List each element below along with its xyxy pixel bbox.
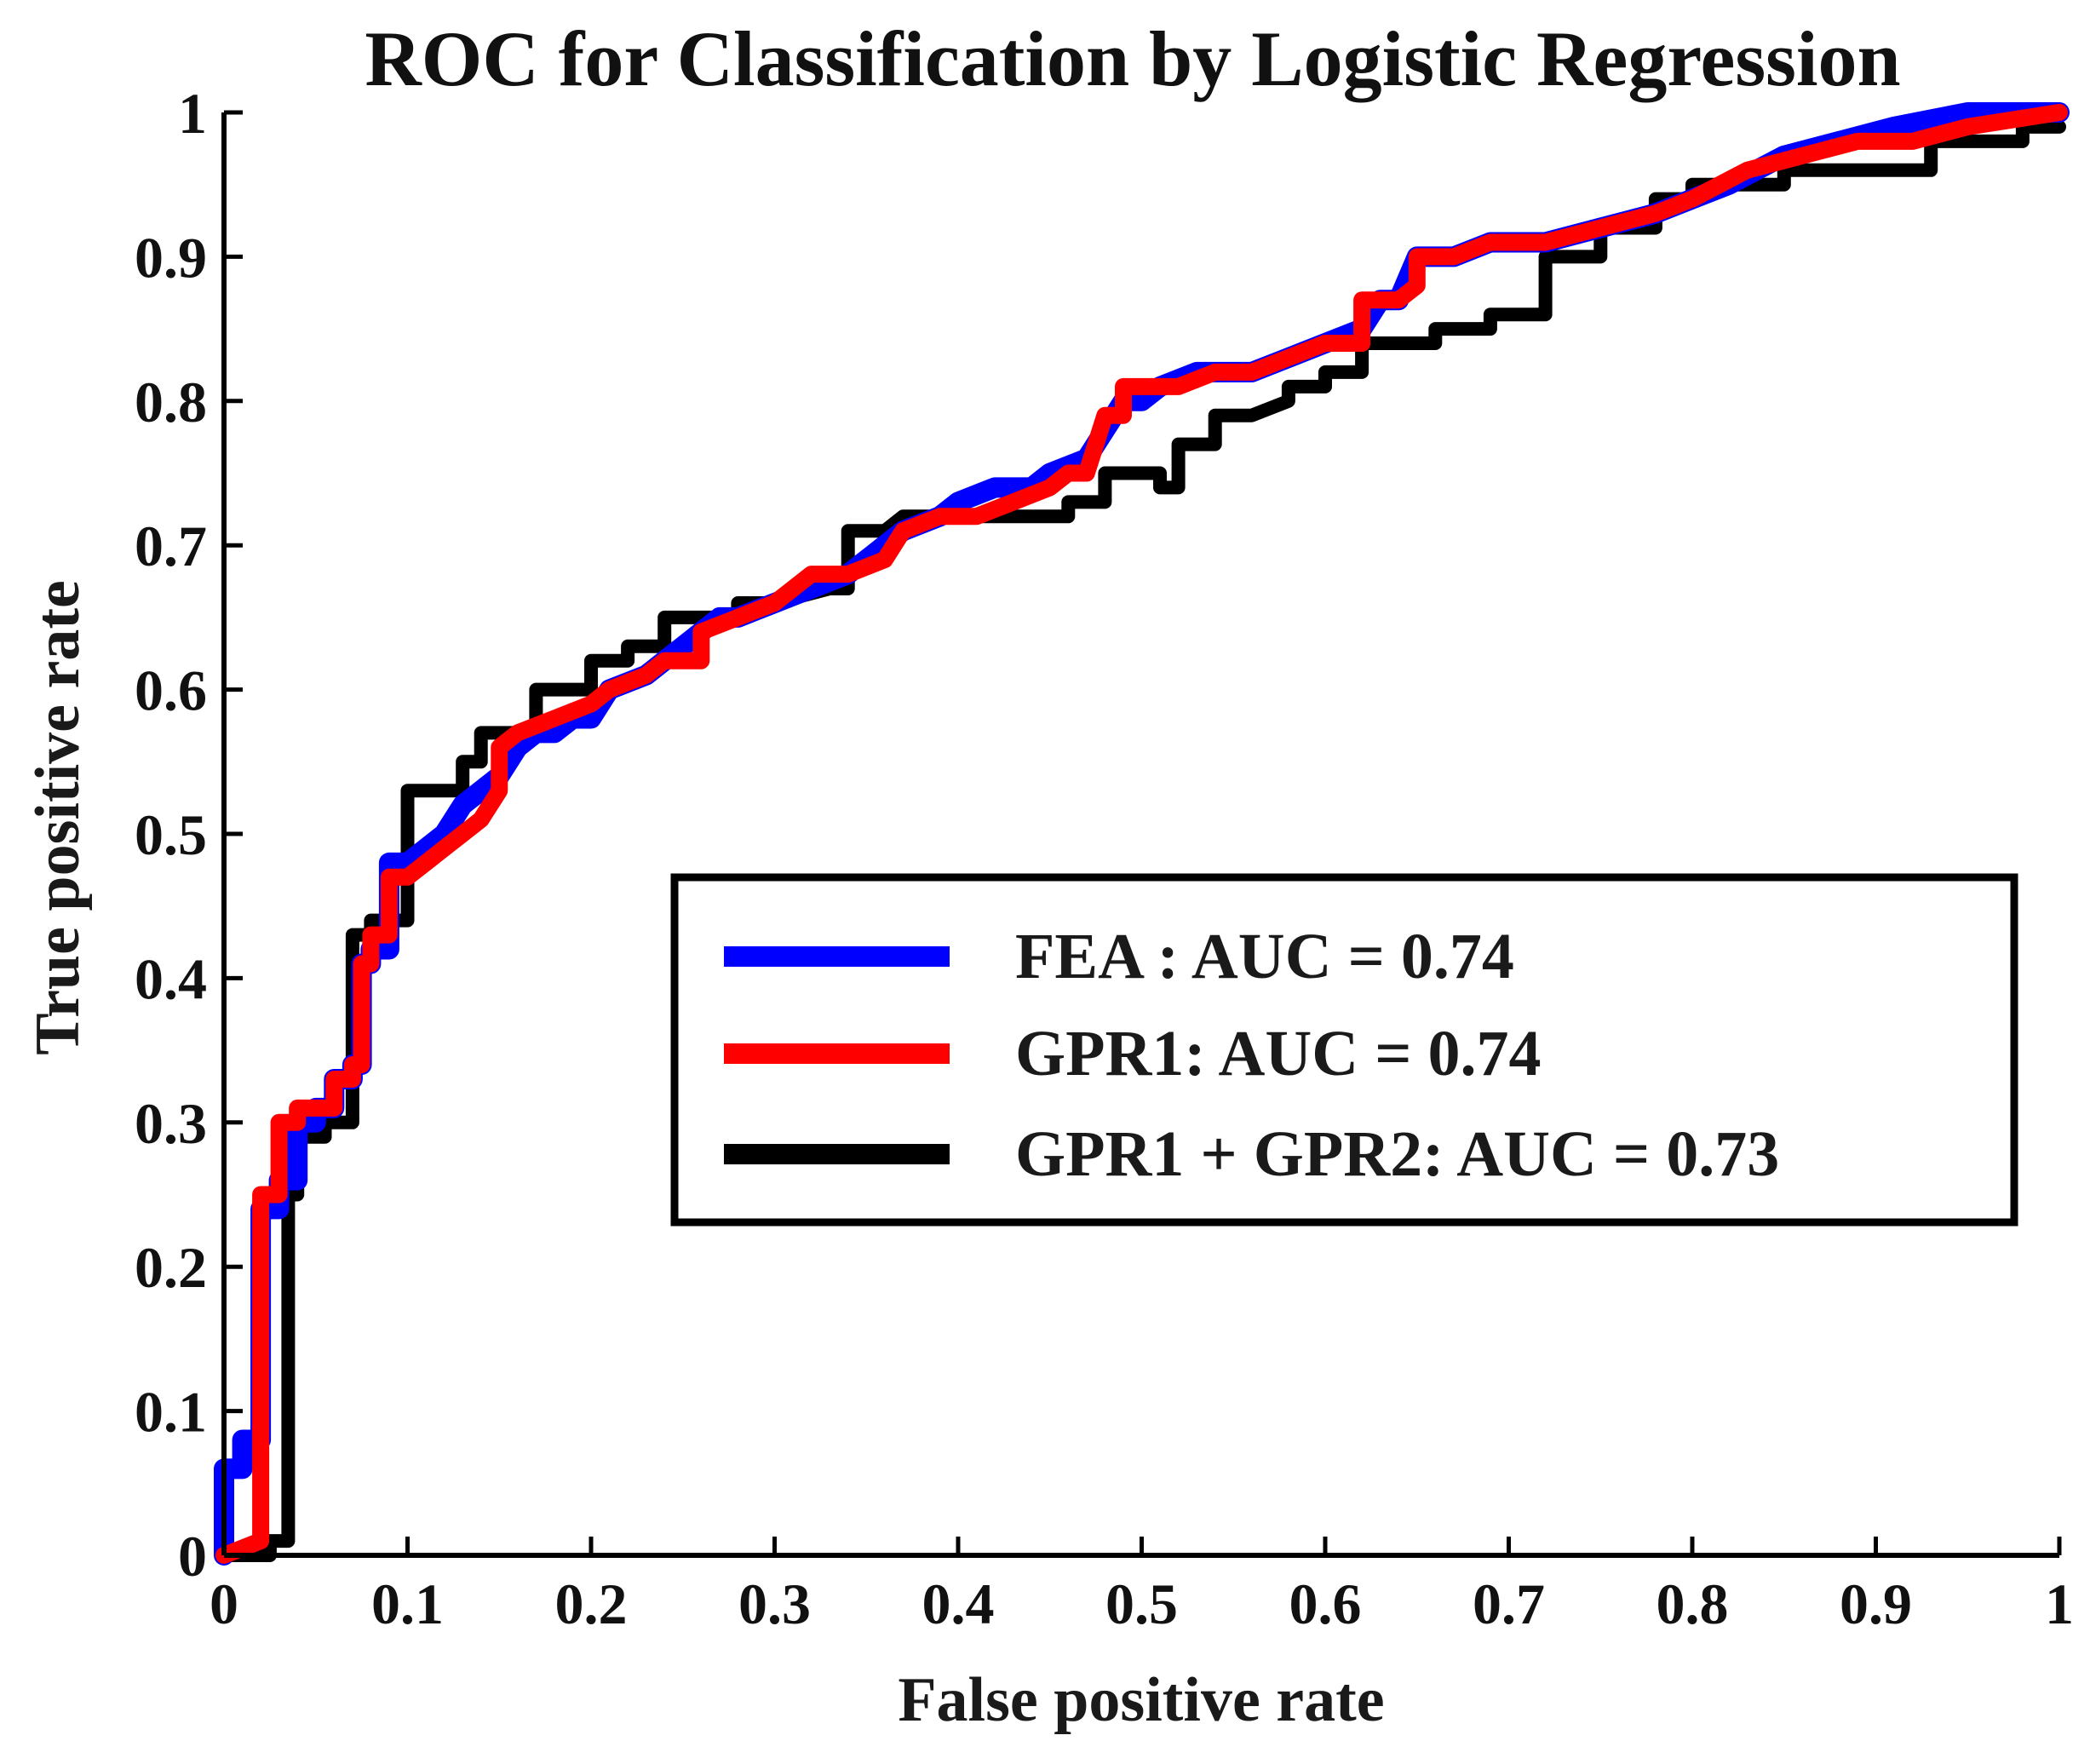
x-tick-label: 0.5 <box>1105 1572 1178 1636</box>
y-tick-label: 0.2 <box>135 1235 207 1300</box>
y-tick-label: 0.5 <box>135 802 207 867</box>
chart-title: ROC for Classification by Logistic Regre… <box>365 15 1900 102</box>
y-tick-label: 1 <box>178 81 207 146</box>
x-tick-label: 1 <box>2045 1572 2074 1636</box>
y-tick-label: 0 <box>178 1524 207 1589</box>
x-axis-label: False positive rate <box>898 1665 1384 1735</box>
legend: FEA : AUC = 0.74 GPR1: AUC = 0.74 GPR1 +… <box>670 873 2018 1227</box>
x-tick-label: 0.9 <box>1840 1572 1912 1636</box>
x-tick-label: 0.1 <box>371 1572 444 1636</box>
axes <box>221 112 2059 1558</box>
y-ticks: 0 0.1 0.2 0.3 0.4 0.5 0.6 0.7 0.8 0.9 1 <box>135 81 243 1589</box>
legend-label-gpr1: GPR1: AUC = 0.74 <box>1015 1018 1542 1089</box>
x-tick-label: 0 <box>210 1572 238 1636</box>
x-tick-label: 0.4 <box>922 1572 995 1636</box>
series-line-1 <box>215 104 2068 1564</box>
legend-label-gpr1-gpr2: GPR1 + GPR2: AUC = 0.73 <box>1015 1118 1779 1190</box>
plot-series <box>214 102 2070 1566</box>
series-line-2 <box>217 119 2066 1562</box>
x-tick-label: 0.7 <box>1473 1572 1545 1636</box>
y-tick-label: 0.4 <box>135 946 207 1011</box>
y-tick-label: 0.9 <box>135 225 207 290</box>
y-tick-label: 0.7 <box>135 514 207 578</box>
x-tick-label: 0.2 <box>555 1572 628 1636</box>
y-axis-label: True positive rate <box>23 580 93 1055</box>
x-tick-label: 0.6 <box>1289 1572 1362 1636</box>
legend-label-fea: FEA : AUC = 0.74 <box>1015 921 1514 992</box>
x-tick-label: 0.3 <box>738 1572 811 1636</box>
x-ticks: 0 0.1 0.2 0.3 0.4 0.5 0.6 0.7 0.8 0.9 1 <box>210 1537 2074 1636</box>
y-tick-label: 0.3 <box>135 1091 207 1156</box>
x-tick-label: 0.8 <box>1656 1572 1729 1636</box>
y-tick-label: 0.1 <box>135 1380 207 1445</box>
y-tick-label: 0.6 <box>135 658 207 723</box>
y-tick-label: 0.8 <box>135 370 207 434</box>
series-line-0 <box>214 102 2070 1566</box>
